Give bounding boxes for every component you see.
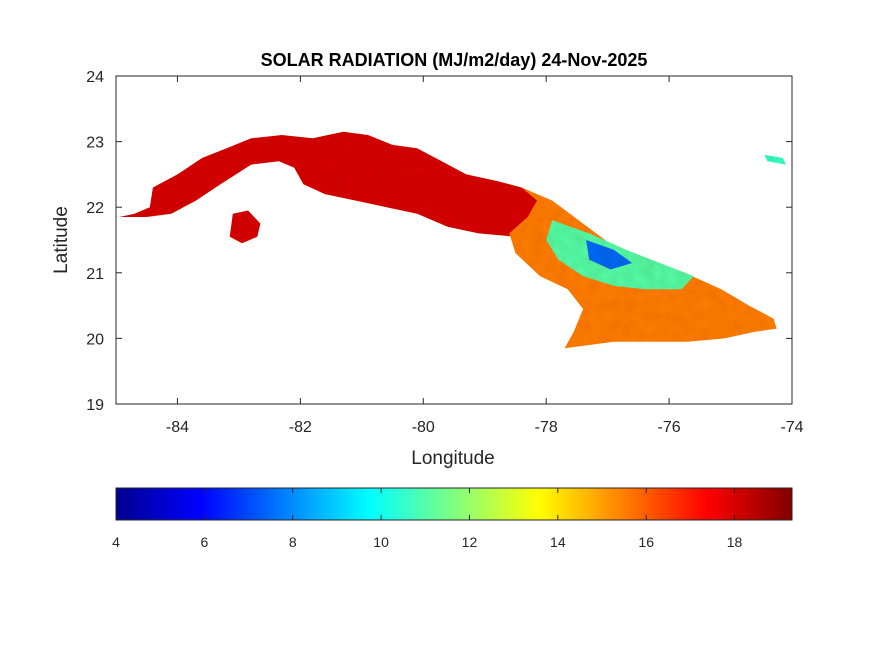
colorbar-tick-label: 14 [550, 534, 566, 550]
chart-title: SOLAR RADIATION (MJ/m2/day) 24-Nov-2025 [261, 50, 648, 70]
x-tick-label: -74 [780, 419, 803, 436]
y-tick-label: 20 [86, 331, 104, 348]
plot-background [116, 76, 792, 404]
colorbar-tick-label: 16 [638, 534, 654, 550]
x-tick-label: -80 [412, 419, 435, 436]
x-axis-label: Longitude [411, 448, 494, 469]
colorbar-ticks: 4 6 8 10 12 14 16 18 [112, 488, 743, 550]
region-0 [119, 131, 544, 237]
colorbar-tick-label: 18 [727, 534, 743, 550]
colorbar-tick-label: 10 [373, 534, 389, 550]
axes-frame [115, 75, 793, 405]
y-tick-label: 21 [86, 266, 104, 283]
x-tick-label: -82 [289, 419, 312, 436]
axes-box [115, 75, 793, 405]
y-tick-label: 22 [86, 200, 104, 217]
y-axis-label: Latitude [51, 206, 72, 274]
x-tick-label: -78 [535, 419, 558, 436]
region-4 [586, 240, 633, 270]
y-tick-label: 24 [86, 69, 104, 86]
x-axis: -84 -82 -80 -78 -76 -74 [166, 76, 804, 436]
map-regions [119, 131, 786, 349]
x-tick-label: -76 [658, 419, 681, 436]
colorbar [115, 487, 793, 521]
colorbar-tick-label: 12 [462, 534, 478, 550]
y-tick-label: 23 [86, 135, 104, 152]
region-5 [764, 154, 786, 165]
y-tick-label: 19 [86, 397, 104, 414]
region-1 [229, 210, 261, 244]
y-axis: 19 20 21 22 23 24 [86, 69, 792, 414]
x-tick-label: -84 [166, 419, 189, 436]
colorbar-tick-label: 6 [200, 534, 208, 550]
colorbar-tick-label: 8 [289, 534, 297, 550]
colorbar-tick-label: 4 [112, 534, 120, 550]
